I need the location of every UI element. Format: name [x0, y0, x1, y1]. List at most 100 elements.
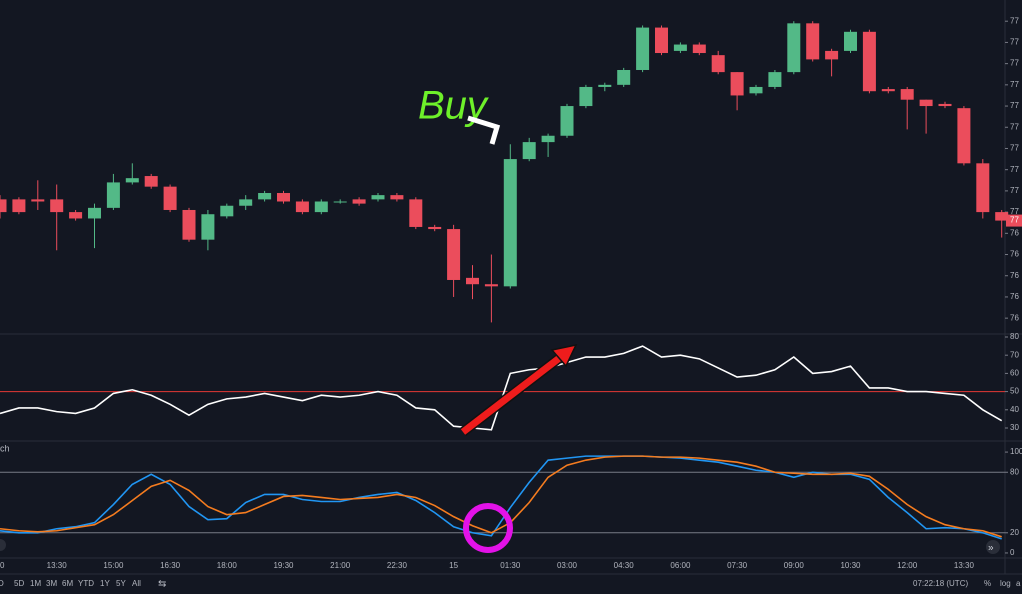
candle-body: [825, 50, 839, 60]
highlight-circle: [463, 503, 513, 553]
date-range-icon[interactable]: ⇆: [158, 579, 166, 590]
y-tick-label: 77: [1010, 165, 1019, 174]
range-button[interactable]: 3M: [46, 579, 57, 588]
candle-body: [314, 201, 328, 213]
candle-body: [768, 72, 782, 87]
y-tick-label: 70: [1010, 350, 1019, 359]
trend-arrow: [460, 353, 565, 435]
y-tick-label: 77: [1010, 38, 1019, 47]
candle-body: [995, 212, 1009, 221]
range-button[interactable]: D: [0, 579, 4, 588]
x-tick-label: 06:00: [670, 561, 691, 570]
y-tick-label: 76: [1010, 228, 1019, 237]
candle-body: [390, 195, 404, 200]
candle-body: [428, 226, 442, 230]
last-price-tag: [1006, 214, 1022, 227]
candle-body: [277, 193, 290, 202]
indicator-title: ch: [0, 443, 10, 453]
candle-body: [447, 229, 461, 280]
candle-body: [655, 27, 668, 54]
x-tick-label: 00: [0, 561, 5, 570]
axis-option[interactable]: a: [1016, 579, 1021, 588]
y-tick-label: 76: [1010, 292, 1019, 301]
candle-body: [862, 31, 876, 92]
candle-body: [692, 44, 706, 54]
candle-body: [976, 163, 990, 213]
candle-body: [466, 277, 479, 285]
y-tick-label: 77: [1010, 122, 1019, 131]
last-price-label: 77: [1010, 216, 1019, 225]
trend-arrow-head: [550, 343, 578, 368]
scroll-icon: »: [988, 543, 994, 554]
y-tick-label: 77: [1010, 80, 1019, 89]
y-tick-label: 76: [1010, 271, 1019, 280]
candle-body: [919, 99, 933, 107]
axis-option[interactable]: %: [984, 579, 991, 588]
candle-body: [957, 108, 971, 164]
x-tick-label: 10:30: [840, 561, 861, 570]
candle-body: [125, 178, 139, 183]
range-button[interactable]: 5Y: [116, 579, 126, 588]
candle-body: [541, 135, 555, 143]
candle-body: [69, 212, 83, 219]
candle-body: [749, 86, 763, 94]
range-button[interactable]: 6M: [62, 579, 73, 588]
pointer-arrow: [467, 115, 501, 145]
candle-body: [258, 193, 272, 200]
y-tick-label: 40: [1010, 405, 1019, 414]
y-tick-label: 20: [1010, 528, 1019, 537]
scroll-button[interactable]: [986, 540, 1000, 554]
y-tick-label: 30: [1010, 423, 1019, 432]
x-tick-label: 15: [449, 561, 458, 570]
candle-body: [617, 69, 631, 85]
x-tick-label: 04:30: [614, 561, 635, 570]
range-button[interactable]: YTD: [78, 579, 94, 588]
axis-option[interactable]: log: [1000, 579, 1011, 588]
candle-body: [50, 199, 64, 213]
candle-body: [0, 199, 7, 213]
y-tick-label: 77: [1010, 144, 1019, 153]
range-button[interactable]: 1M: [30, 579, 41, 588]
y-tick-label: 77: [1010, 101, 1019, 110]
x-tick-label: 13:30: [954, 561, 975, 570]
range-button[interactable]: 5D: [14, 579, 24, 588]
y-tick-label: 60: [1010, 369, 1019, 378]
candle-body: [484, 284, 498, 287]
x-tick-label: 22:30: [387, 561, 408, 570]
x-tick-label: 12:00: [897, 561, 918, 570]
y-tick-label: 80: [1010, 467, 1019, 476]
candle-body: [938, 103, 952, 107]
candle-body: [806, 23, 820, 60]
candle-body: [881, 89, 895, 92]
y-tick-label: 0: [1010, 548, 1015, 557]
x-tick-label: 18:00: [217, 561, 238, 570]
x-tick-label: 21:00: [330, 561, 351, 570]
y-tick-label: 50: [1010, 387, 1019, 396]
y-tick-label: 76: [1010, 250, 1019, 259]
scroll-button[interactable]: [0, 539, 6, 551]
series-line: [0, 455, 1002, 538]
candle-body: [333, 201, 347, 203]
range-button[interactable]: 1Y: [100, 579, 110, 588]
x-tick-label: 01:30: [500, 561, 521, 570]
candle-body: [239, 199, 253, 206]
x-tick-label: 07:30: [727, 561, 748, 570]
candle-body: [711, 55, 725, 73]
x-tick-label: 03:00: [557, 561, 578, 570]
candle-body: [598, 84, 612, 87]
candle-body: [106, 182, 120, 208]
candle-body: [31, 199, 45, 202]
range-button[interactable]: All: [132, 579, 141, 588]
candle-body: [88, 207, 101, 219]
y-tick-label: 77: [1010, 59, 1019, 68]
y-tick-label: 76: [1010, 313, 1019, 322]
candle-body: [579, 86, 593, 107]
candle-body: [560, 106, 574, 136]
candle-body: [144, 176, 158, 187]
candle-body: [409, 199, 423, 227]
x-tick-label: 19:30: [273, 561, 294, 570]
candle-body: [12, 199, 26, 213]
candle-body: [503, 159, 517, 287]
